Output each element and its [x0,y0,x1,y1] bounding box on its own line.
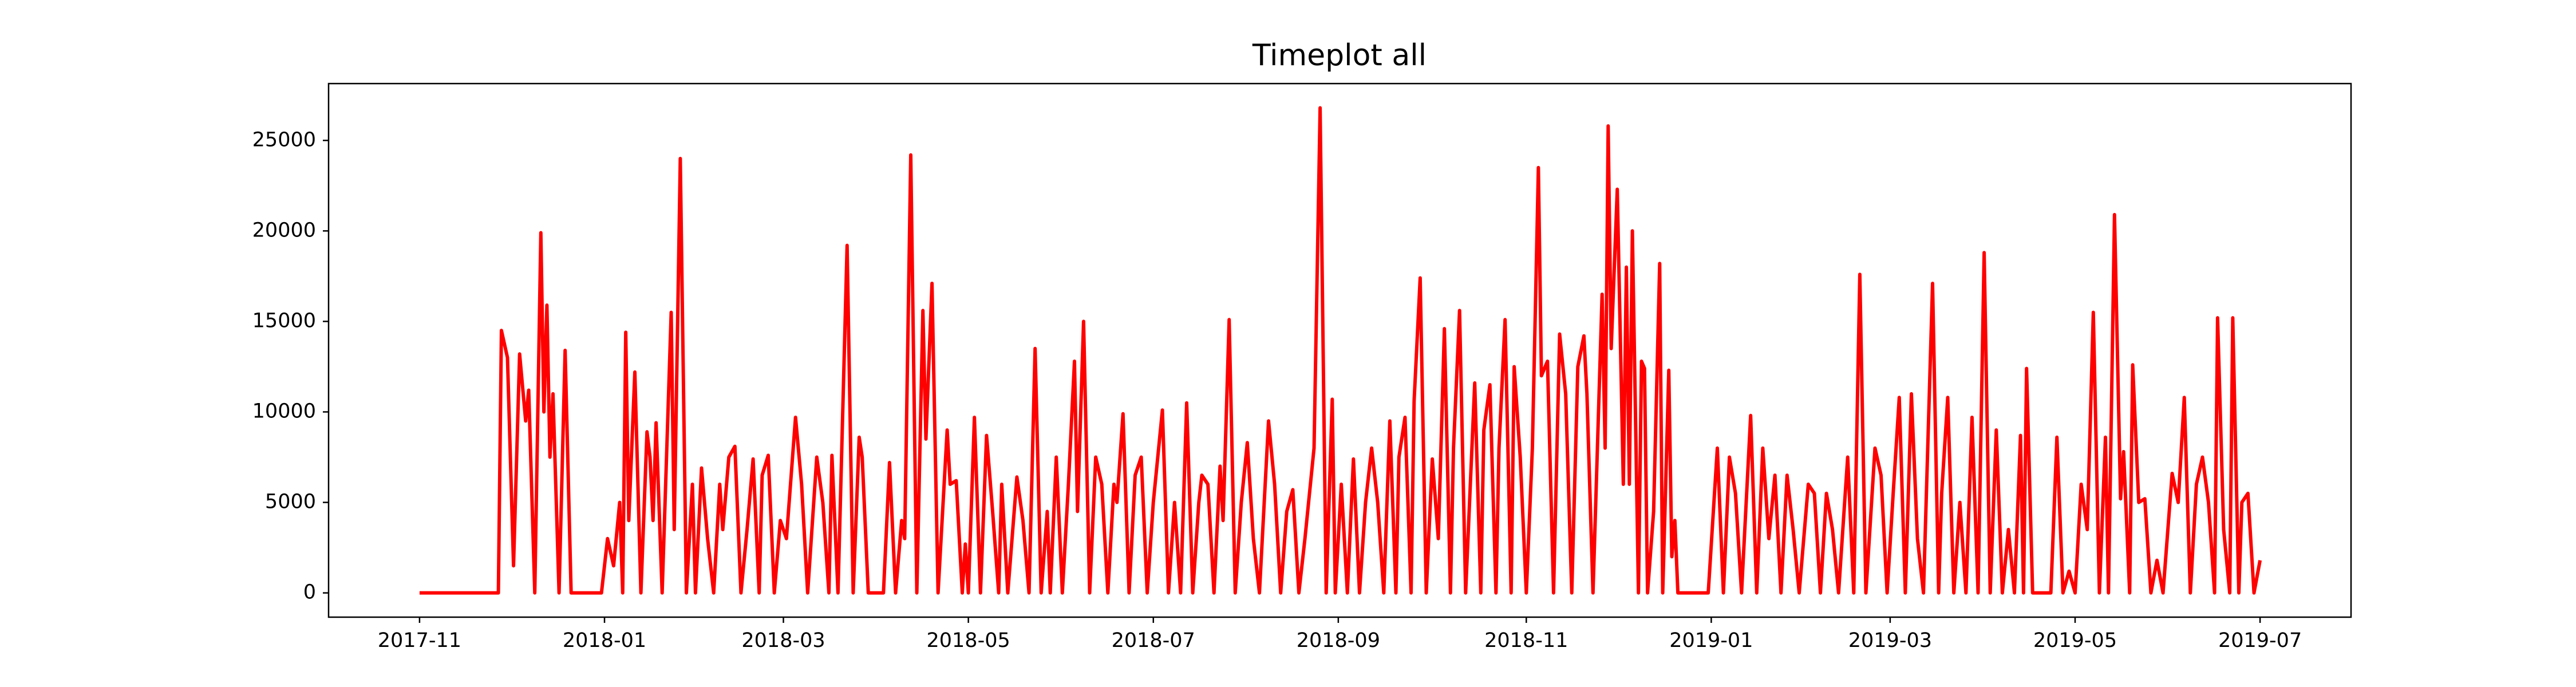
x-tick-label: 2018-07 [1112,629,1195,652]
y-tick-label: 5000 [265,491,316,514]
x-tick-label: 2019-01 [1669,629,1753,652]
y-tick-label: 25000 [252,128,316,151]
x-tick-label: 2018-05 [927,629,1010,652]
y-tick-label: 0 [303,581,316,604]
x-tick-label: 2018-11 [1484,629,1568,652]
y-tick-label: 15000 [252,309,316,332]
x-tick-label: 2017-11 [378,629,461,652]
x-tick-label: 2019-03 [1848,629,1932,652]
line-series [419,106,2262,595]
x-tick-label: 2018-09 [1297,629,1380,652]
y-tick-label: 20000 [252,219,316,242]
plot-frame [327,82,2352,618]
x-tick-label: 2018-03 [741,629,825,652]
chart-title: Timeplot all [1252,38,1427,73]
y-tick-label: 10000 [252,400,316,423]
x-tick-label: 2018-01 [563,629,646,652]
x-tick-label: 2019-07 [2218,629,2302,652]
x-tick-label: 2019-05 [2033,629,2117,652]
